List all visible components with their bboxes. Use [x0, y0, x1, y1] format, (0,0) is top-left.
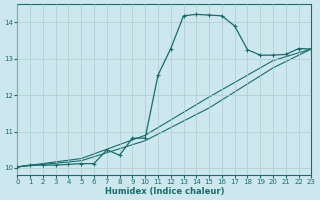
X-axis label: Humidex (Indice chaleur): Humidex (Indice chaleur) [105, 187, 224, 196]
